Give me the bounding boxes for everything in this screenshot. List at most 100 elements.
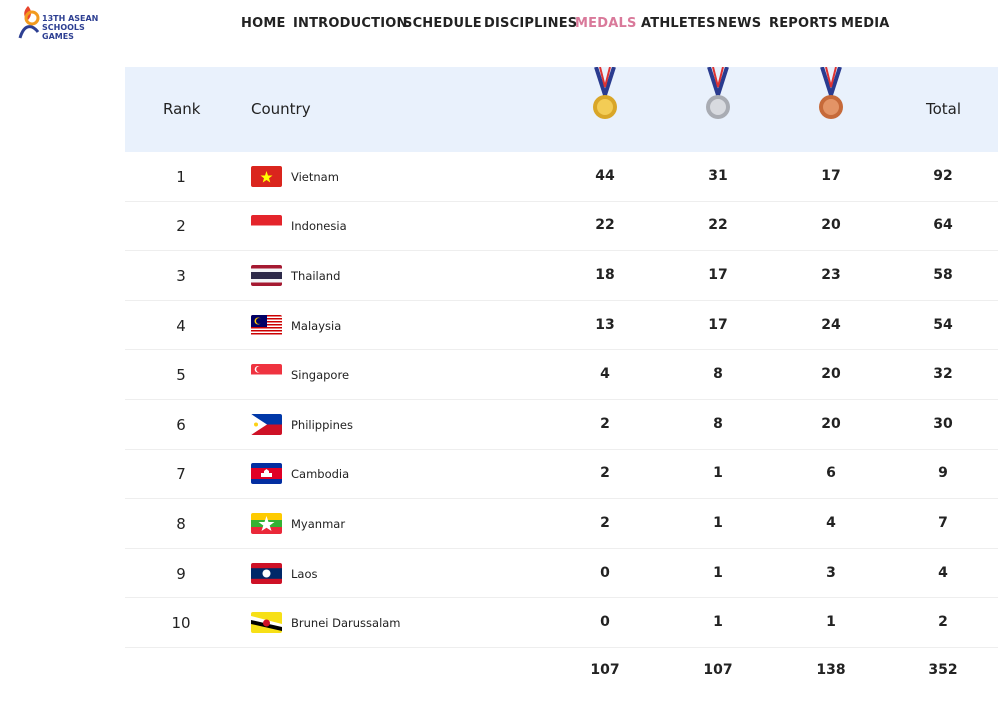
flag-image	[251, 364, 282, 386]
medal-count: 17	[708, 266, 728, 283]
medal-count: 24	[821, 316, 841, 333]
country-flag	[251, 165, 282, 187]
medal-count: 6	[826, 465, 836, 482]
country-name: Myanmar	[291, 516, 346, 531]
medal-count: 1	[826, 614, 836, 631]
nav-link[interactable]: SCHEDULE	[403, 16, 482, 31]
medal-count: 7	[938, 514, 948, 531]
logo[interactable]: 13TH ASEAN SCHOOLS GAMES	[18, 2, 118, 42]
country-name: Laos	[291, 566, 318, 581]
table-row: 2 Indonesia 22 22 20 64	[125, 202, 998, 252]
medal-count: 2	[600, 514, 610, 531]
medal-count: 58	[933, 266, 953, 283]
medal-count: 17	[821, 167, 841, 184]
rank: 7	[176, 465, 186, 484]
medal-count: 1	[713, 465, 723, 482]
medal-count: 17	[708, 316, 728, 333]
medal-count: 22	[708, 217, 728, 234]
rank: 9	[176, 564, 186, 583]
rank: 4	[176, 316, 186, 335]
medal-count: 22	[595, 217, 615, 234]
country-flag	[251, 612, 282, 634]
table-header: Rank Country Total	[125, 67, 998, 152]
country-flag	[251, 264, 282, 286]
country-flag	[251, 215, 282, 237]
country-name: Singapore	[291, 368, 350, 383]
rank: 6	[176, 415, 186, 434]
header-total: Total	[926, 100, 962, 118]
flag-image	[251, 165, 282, 187]
flag-image	[251, 413, 282, 435]
medal-count: 1	[713, 564, 723, 581]
table-row: 3 Thailand 18 17 23 58	[125, 251, 998, 301]
rank: 10	[171, 614, 191, 633]
totals-row: 107 107 138 352	[125, 648, 998, 693]
medal-count: 4	[826, 514, 836, 531]
nav-link[interactable]: MEDALS	[575, 16, 637, 31]
country-name: Thailand	[291, 268, 341, 283]
table-row: 5 Singapore 4 8 20 32	[125, 350, 998, 400]
country-flag	[251, 413, 282, 435]
total-count: 107	[703, 662, 733, 678]
country-flag	[251, 314, 282, 336]
rank: 1	[176, 167, 186, 186]
country-flag	[251, 463, 282, 485]
flag-image	[251, 612, 282, 634]
medal-count: 1	[713, 514, 723, 531]
table-row: 10 Brunei Darussalam 0 1 1 2	[125, 598, 998, 648]
header-country: Country	[251, 100, 311, 118]
medal-count: 44	[595, 167, 615, 184]
bronze-medal-icon	[819, 67, 843, 119]
medal-count: 2	[600, 415, 610, 432]
medal-count: 64	[933, 217, 953, 234]
country-name: Malaysia	[291, 318, 342, 333]
nav-link[interactable]: NEWS	[717, 16, 762, 31]
logo-text: 13TH ASEAN SCHOOLS GAMES	[42, 14, 118, 41]
medal-count: 30	[933, 415, 953, 432]
rank: 8	[176, 514, 186, 533]
flag-image	[251, 314, 282, 336]
country-name: Brunei Darussalam	[291, 616, 401, 631]
table-row: 1 Vietnam 44 31 17 92	[125, 152, 998, 202]
medal-count: 9	[938, 465, 948, 482]
logo-line: SCHOOLS GAMES	[42, 23, 85, 41]
medal-count: 2	[938, 614, 948, 631]
medal-count: 4	[600, 366, 610, 383]
flag-image	[251, 562, 282, 584]
medal-count: 32	[933, 366, 953, 383]
country-flag	[251, 364, 282, 386]
medal-count: 92	[933, 167, 953, 184]
medal-count: 4	[938, 564, 948, 581]
gold-medal-icon	[593, 67, 617, 119]
nav-link[interactable]: HOME	[241, 16, 286, 31]
rank: 3	[176, 266, 186, 285]
logo-line: 13TH ASEAN	[42, 14, 99, 23]
silver-medal-icon	[706, 67, 730, 119]
table-row: 9 Laos 0 1 3 4	[125, 549, 998, 599]
country-name: Indonesia	[291, 219, 347, 234]
medal-count: 31	[708, 167, 728, 184]
flag-image	[251, 512, 282, 534]
nav-link[interactable]: INTRODUCTION	[293, 16, 408, 31]
medal-count: 0	[600, 564, 610, 581]
medal-count: 3	[826, 564, 836, 581]
rank: 5	[176, 366, 186, 385]
medal-count: 23	[821, 266, 841, 283]
table-row: 8 Myanmar 2 1 4 7	[125, 499, 998, 549]
medal-count: 0	[600, 614, 610, 631]
flag-image	[251, 215, 282, 237]
medal-count: 54	[933, 316, 953, 333]
header-rank: Rank	[163, 100, 201, 118]
nav-link[interactable]: ATHLETES	[641, 16, 716, 31]
country-name: Philippines	[291, 417, 353, 432]
nav-link[interactable]: DISCIPLINES	[484, 16, 578, 31]
rank: 2	[176, 217, 186, 236]
total-count: 138	[816, 662, 846, 678]
nav-link[interactable]: MEDIA	[841, 16, 890, 31]
medal-count: 2	[600, 465, 610, 482]
flag-image	[251, 264, 282, 286]
nav-link[interactable]: REPORTS	[769, 16, 838, 31]
country-flag	[251, 512, 282, 534]
medal-count: 20	[821, 415, 841, 432]
